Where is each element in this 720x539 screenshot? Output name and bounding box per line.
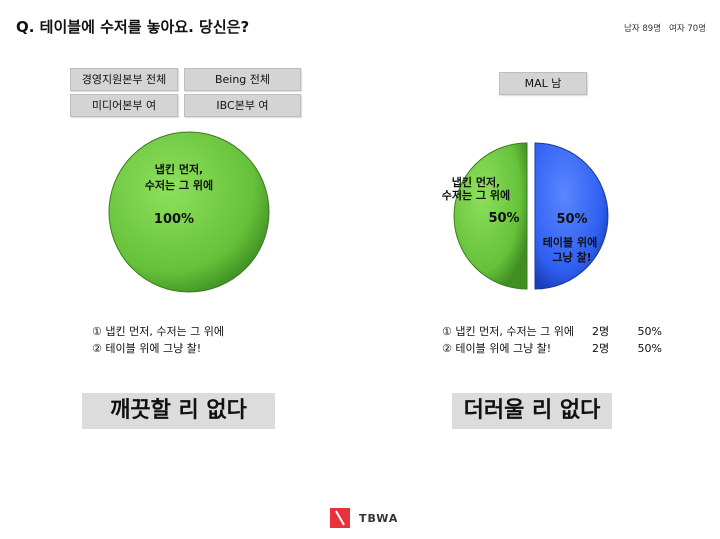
legend-left-text-1: ① 냅킨 먼저, 수저는 그 위에 bbox=[92, 325, 225, 338]
legend-right-count-1: 2명 bbox=[592, 325, 610, 338]
pie-right-label-napkin-line2: 수저는 그 위에 bbox=[442, 188, 510, 202]
female-count: 여자 70명 bbox=[669, 24, 706, 34]
pie-left-slice-napkin bbox=[108, 131, 270, 293]
pie-left-label-line1: 냅킨 먼저, bbox=[155, 162, 204, 176]
pie-left-label-line2: 수저는 그 위에 bbox=[145, 178, 213, 192]
legend-right-text-1: ① 냅킨 먼저, 수저는 그 위에 bbox=[442, 325, 575, 338]
pie-right-pct-table: 50% bbox=[556, 212, 587, 227]
group-tag-media: 미디어본부 여 bbox=[70, 94, 178, 117]
pie-right-label-table-line2: 그냥 찰! bbox=[552, 250, 591, 264]
legend-right-pct-1: 50% bbox=[637, 325, 662, 338]
question-title: Q. 테이블에 수저를 놓아요. 당신은? bbox=[16, 18, 250, 36]
pie-right-label-napkin-line1: 냅킨 먼저, bbox=[452, 175, 501, 189]
tbwa-logo-text: TBWA bbox=[359, 512, 399, 525]
pie-right-label-table-line1: 테이블 위에 bbox=[543, 235, 597, 249]
pie-right-pct-napkin: 50% bbox=[488, 211, 519, 226]
legend-left-item-1: ① 냅킨 먼저, 수저는 그 위에 bbox=[92, 323, 224, 340]
legend-right-item-1: ① 냅킨 먼저, 수저는 그 위에 2명 50% bbox=[442, 323, 662, 340]
legend-right-text-2: ② 테이블 위에 그냥 찰! bbox=[442, 342, 552, 355]
verdict-right: 더러울 리 없다 bbox=[452, 393, 612, 429]
verdict-left: 깨끗할 리 없다 bbox=[82, 393, 275, 429]
group-tag-management: 경영지원본부 전체 bbox=[70, 68, 178, 91]
pie-right: 냅킨 먼저, 수저는 그 위에 50% 50% 테이블 위에 그냥 찰! bbox=[442, 142, 609, 290]
group-tag-being: Being 전체 bbox=[184, 68, 301, 91]
legend-left-text-2: ② 테이블 위에 그냥 찰! bbox=[92, 342, 202, 355]
group-tag-mal: MAL 남 bbox=[499, 72, 587, 95]
legend-left: ① 냅킨 먼저, 수저는 그 위에 ② 테이블 위에 그냥 찰! bbox=[92, 323, 224, 357]
group-tag-ibc: IBC본부 여 bbox=[184, 94, 301, 117]
legend-right-pct-2: 50% bbox=[637, 342, 662, 355]
pie-right-slice-napkin bbox=[453, 142, 528, 290]
pie-left-pct: 100% bbox=[154, 212, 194, 227]
legend-right-count-2: 2명 bbox=[592, 342, 610, 355]
legend-right-item-2: ② 테이블 위에 그냥 찰! 2명 50% bbox=[442, 340, 662, 357]
male-count: 남자 89명 bbox=[624, 24, 662, 34]
legend-left-item-2: ② 테이블 위에 그냥 찰! bbox=[92, 340, 224, 357]
legend-right: ① 냅킨 먼저, 수저는 그 위에 2명 50% ② 테이블 위에 그냥 찰! 2명 5… bbox=[442, 323, 662, 357]
pie-right-slice-table bbox=[534, 142, 609, 290]
respondent-counts: 남자 89명 여자 70명 bbox=[624, 22, 706, 34]
tbwa-logo-icon bbox=[330, 508, 350, 528]
pie-left: 냅킨 먼저, 수저는 그 위에 100% bbox=[108, 131, 270, 293]
